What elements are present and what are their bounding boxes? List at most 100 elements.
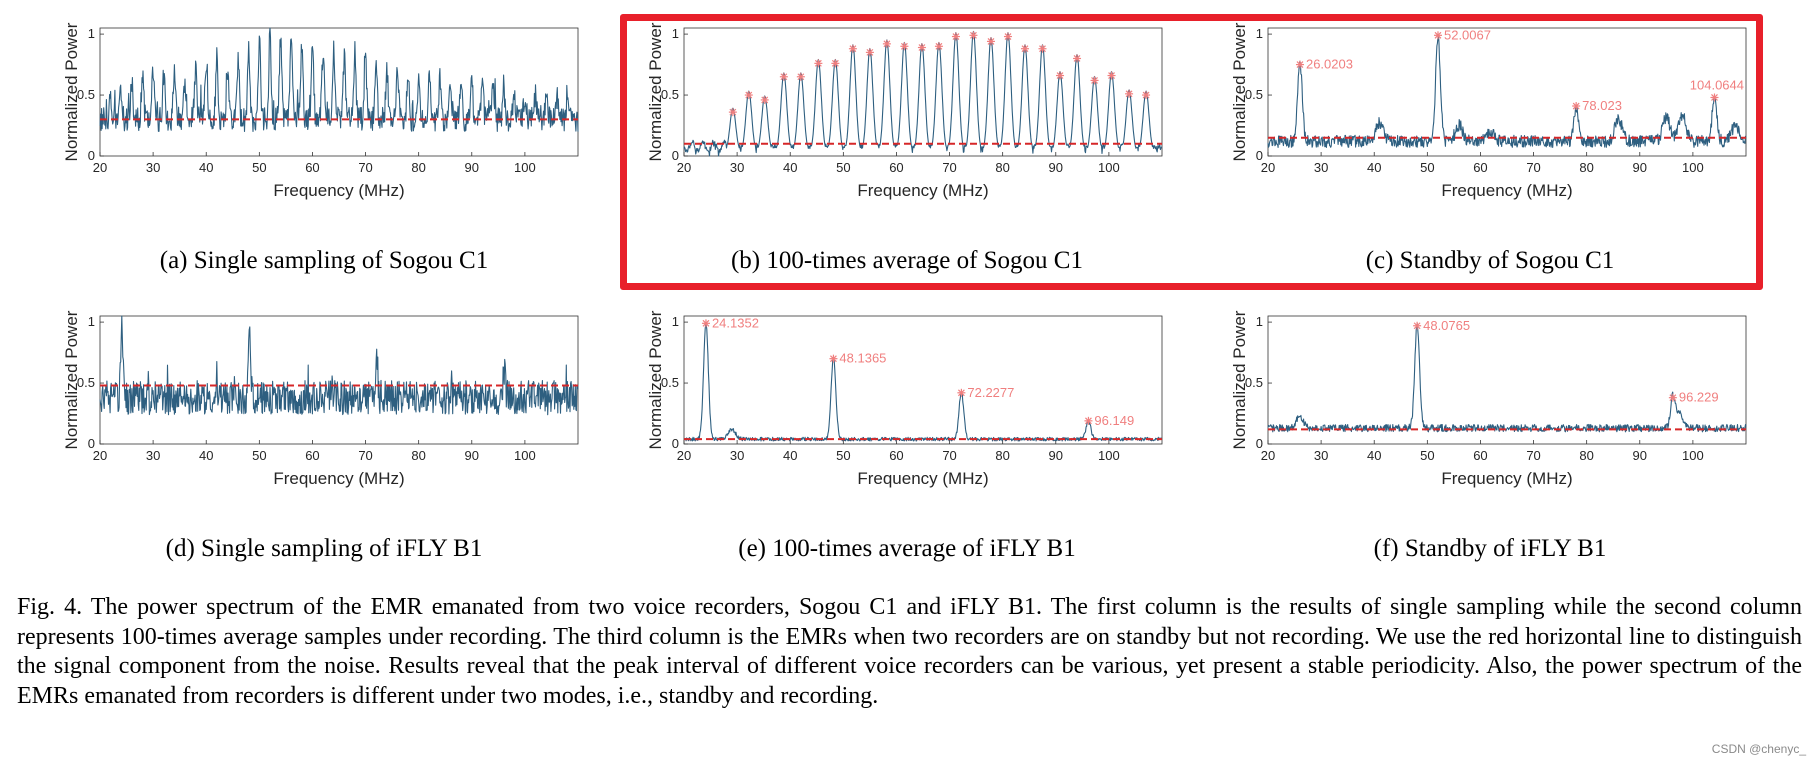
peak-marker	[831, 59, 840, 68]
chart-panel-c: 20 30 40 50 60 70 80 90 100 0 0.5 1 Frequency (MHz) N…	[1228, 22, 1748, 204]
peak-label: 96.149	[1094, 413, 1134, 428]
peak-marker	[779, 72, 788, 81]
peak-label: 48.1365	[839, 351, 886, 366]
chart-d: 20 30 40 50 60 70 80 90 100 0 0.5 1 Frequency (MHz) N…	[62, 310, 579, 488]
x-tick-label: 50	[1420, 448, 1434, 463]
x-tick-label: 40	[783, 448, 797, 463]
peak-marker	[1572, 102, 1581, 111]
x-tick-label: 20	[1261, 448, 1275, 463]
x-tick-label: 20	[93, 448, 107, 463]
x-tick-label: 80	[1579, 160, 1593, 175]
x-tick-label: 30	[146, 448, 160, 463]
y-tick-label: 0.5	[1245, 87, 1263, 102]
x-tick-label: 90	[465, 160, 479, 175]
peak-marker	[951, 32, 960, 41]
x-tick-label: 50	[836, 448, 850, 463]
subcaption-e: (e) 100-times average of iFLY B1	[738, 535, 1076, 562]
spectrum-line	[99, 27, 579, 133]
x-tick-label: 60	[1473, 160, 1487, 175]
y-axis-label: Normalized Power	[646, 22, 665, 161]
subcaption-d: (d) Single sampling of iFLY B1	[165, 535, 483, 562]
plot-area	[683, 315, 1163, 445]
peak-marker	[1003, 32, 1012, 41]
spectrum-line	[1267, 323, 1747, 433]
highlight-box	[620, 14, 1763, 290]
x-tick-label: 40	[783, 160, 797, 175]
peak-marker	[760, 95, 769, 104]
peak-marker	[865, 48, 874, 57]
x-tick-label: 70	[942, 160, 956, 175]
x-tick-label: 60	[889, 160, 903, 175]
peak-marker	[986, 37, 995, 46]
subcaption-b: (b) 100-times average of Sogou C1	[730, 247, 1083, 274]
x-tick-label: 90	[1633, 160, 1647, 175]
peak-marker	[814, 59, 823, 68]
x-tick-label: 30	[1314, 448, 1328, 463]
peak-marker	[969, 31, 978, 40]
peak-label: 78.023	[1582, 98, 1622, 113]
chart-a: 20 30 40 50 60 70 80 90 100 0 0.5 1 Frequency (MHz) N…	[62, 22, 579, 200]
x-tick-label: 100	[1098, 448, 1120, 463]
x-tick-label: 80	[1579, 448, 1593, 463]
peak-marker	[882, 39, 891, 48]
x-tick-label: 30	[146, 160, 160, 175]
y-tick-label: 0	[1256, 436, 1263, 451]
peak-marker	[829, 354, 838, 363]
peak-marker	[1038, 44, 1047, 53]
x-tick-label: 60	[1473, 448, 1487, 463]
chart-panel-e: 20 30 40 50 60 70 80 90 100 0 0.5 1 Frequency (MHz) N…	[644, 310, 1164, 492]
subcaption-a: (a) Single sampling of Sogou C1	[159, 247, 489, 274]
chart-c: 20 30 40 50 60 70 80 90 100 0 0.5 1 Frequency (MHz) N…	[1230, 22, 1747, 200]
peak-marker	[1084, 416, 1093, 425]
y-tick-label: 1	[1256, 314, 1263, 329]
x-tick-label: 80	[411, 448, 425, 463]
x-tick-label: 70	[1526, 160, 1540, 175]
peak-marker	[1433, 31, 1442, 40]
subcaption-f: (f) Standby of iFLY B1	[1373, 535, 1607, 562]
x-tick-label: 90	[1049, 160, 1063, 175]
peak-label: 72.2277	[967, 385, 1014, 400]
peak-marker	[796, 72, 805, 81]
x-tick-label: 30	[730, 448, 744, 463]
y-axis-label: Normalized Power	[646, 310, 665, 449]
peak-marker	[1020, 44, 1029, 53]
peak-marker	[1090, 76, 1099, 85]
y-tick-label: 0.5	[661, 87, 679, 102]
x-tick-label: 40	[1367, 160, 1381, 175]
chart-b: 20 30 40 50 60 70 80 90 100 0 0.5 1 Frequency (MHz) N…	[646, 22, 1163, 200]
figure-caption: Fig. 4. The power spectrum of the EMR em…	[17, 594, 1802, 709]
peak-marker	[744, 91, 753, 100]
peak-marker	[917, 43, 926, 52]
x-tick-label: 80	[411, 160, 425, 175]
y-tick-label: 0.5	[77, 375, 95, 390]
x-tick-label: 30	[1314, 160, 1328, 175]
x-tick-label: 60	[305, 160, 319, 175]
x-tick-label: 100	[1682, 160, 1704, 175]
x-axis-label: Frequency (MHz)	[1441, 181, 1572, 200]
x-axis-label: Frequency (MHz)	[273, 181, 404, 200]
x-tick-label: 20	[677, 448, 691, 463]
spectrum-line	[99, 315, 579, 416]
y-tick-label: 0.5	[1245, 375, 1263, 390]
x-axis-label: Frequency (MHz)	[857, 181, 988, 200]
peak-label: 52.0067	[1444, 27, 1491, 42]
spectrum-line	[683, 323, 1163, 442]
peak-marker	[728, 108, 737, 117]
chart-f: 20 30 40 50 60 70 80 90 100 0 0.5 1 Frequency (MHz) N…	[1230, 310, 1747, 488]
peak-marker	[1668, 393, 1677, 402]
x-tick-label: 100	[514, 160, 536, 175]
x-tick-label: 90	[1049, 448, 1063, 463]
x-tick-label: 80	[995, 160, 1009, 175]
peak-marker	[1073, 54, 1082, 63]
peak-marker	[701, 319, 710, 328]
x-tick-label: 70	[942, 448, 956, 463]
y-tick-label: 1	[672, 314, 679, 329]
x-tick-label: 20	[93, 160, 107, 175]
peak-label: 26.0203	[1306, 57, 1353, 72]
x-tick-label: 100	[1098, 160, 1120, 175]
y-tick-label: 0	[88, 148, 95, 163]
x-tick-label: 50	[252, 160, 266, 175]
x-tick-label: 70	[358, 160, 372, 175]
spectrum-line	[1267, 34, 1747, 148]
peak-label: 96.229	[1679, 390, 1719, 405]
